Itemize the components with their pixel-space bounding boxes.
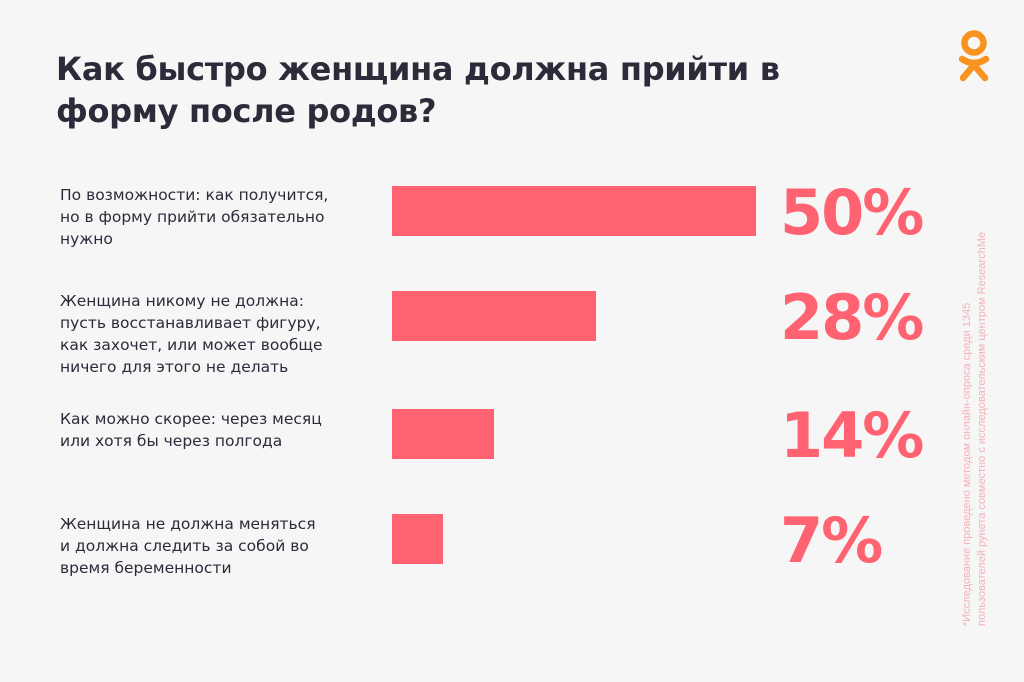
bar bbox=[392, 186, 756, 236]
category-label: По возможности: как получится, но в форм… bbox=[60, 186, 329, 248]
bar bbox=[392, 409, 494, 459]
chart-title: Как быстро женщина должна прийти в форму… bbox=[56, 50, 780, 130]
footnote-container: *Исследование проведено методом онлайн-о… bbox=[960, 226, 1006, 626]
value-label: 50% bbox=[780, 176, 924, 249]
value-label: 14% bbox=[780, 399, 924, 472]
odnoklassniki-logo-icon bbox=[958, 30, 990, 82]
footnote: *Исследование проведено методом онлайн-о… bbox=[961, 232, 988, 626]
category-label: Женщина никому не должна: пусть восстана… bbox=[60, 292, 323, 376]
bar bbox=[392, 291, 596, 341]
bar bbox=[392, 514, 443, 564]
value-label: 28% bbox=[780, 281, 924, 354]
category-label: Женщина не должна меняться и должна след… bbox=[60, 515, 316, 577]
category-label: Как можно скорее: через месяц или хотя б… bbox=[60, 410, 322, 450]
value-label: 7% bbox=[780, 504, 883, 577]
